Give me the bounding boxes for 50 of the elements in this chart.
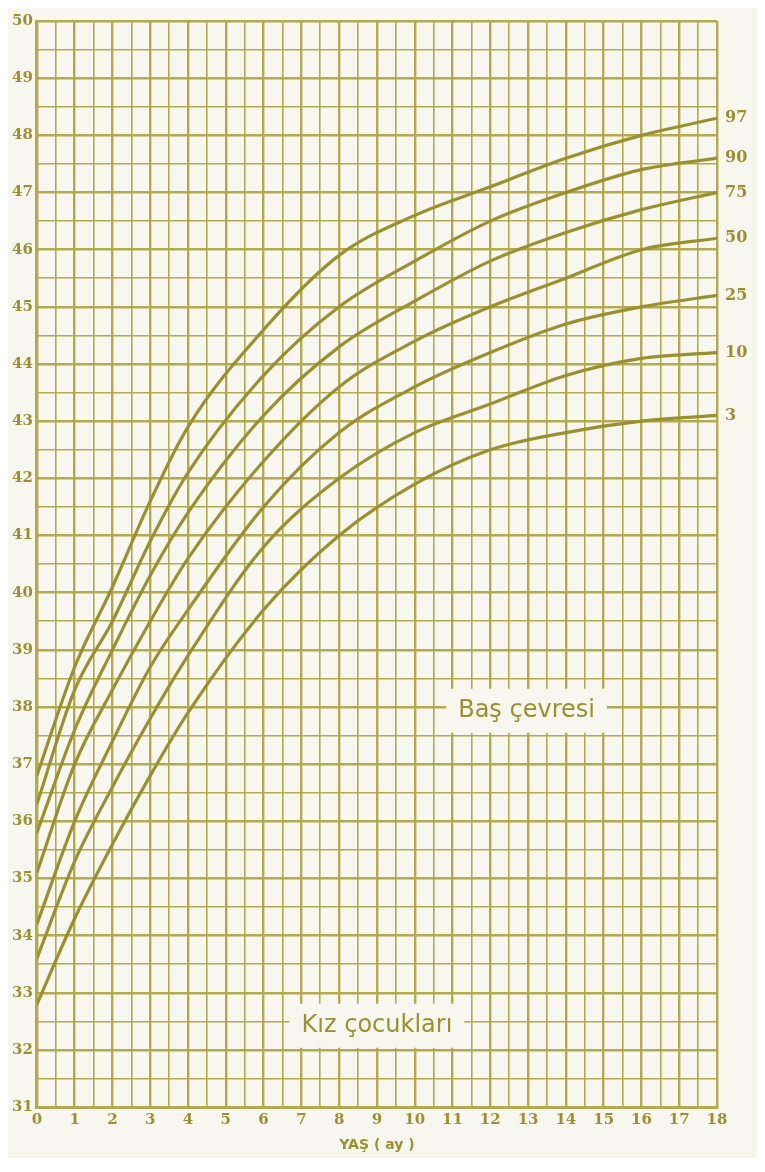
y-tick-label: 47 [12,182,33,201]
x-tick-label: 14 [555,1110,577,1129]
annotation: Kız çocukları [301,1009,453,1038]
y-tick-label: 43 [12,411,33,430]
y-tick-label: 38 [12,696,33,715]
x-tick-label: 11 [442,1110,463,1129]
series-label: 50 [725,227,748,247]
x-tick-label: 6 [258,1110,269,1129]
y-tick-label: 34 [12,925,33,944]
x-tick-label: 5 [220,1110,232,1129]
series-label: 25 [725,284,748,304]
y-tick-label: 40 [12,582,33,601]
series-label: 75 [725,181,748,201]
y-tick-label: 41 [12,525,33,544]
x-tick-label: 12 [479,1110,501,1129]
x-tick-label: 16 [630,1110,652,1129]
x-tick-label: 1 [69,1110,80,1129]
series-label: 10 [725,341,748,361]
y-tick-label: 48 [12,125,33,144]
y-tick-label: 35 [12,868,33,887]
x-tick-label: 7 [296,1110,307,1129]
x-tick-label: 2 [107,1110,118,1129]
x-tick-label: 9 [371,1110,383,1129]
y-tick-label: 42 [12,468,33,487]
series-label: 90 [725,147,748,167]
x-tick-label: 18 [706,1110,728,1129]
y-tick-label: 32 [12,1039,33,1058]
y-tick-label: 44 [12,353,33,372]
y-tick-label: 46 [12,239,33,258]
x-axis-title: YAŞ ( ay ) [338,1136,415,1153]
x-tick-label: 10 [404,1110,426,1129]
x-tick-label: 4 [182,1110,194,1129]
y-tick-label: 49 [12,68,33,87]
x-tick-label: 8 [333,1110,345,1129]
x-tick-label: 0 [31,1110,43,1129]
line-series [36,413,717,1006]
series-label: 97 [725,107,748,127]
x-tick-label: 13 [517,1110,539,1129]
x-tick-label: 17 [668,1110,690,1129]
y-tick-label: 39 [12,639,33,658]
y-tick-label: 37 [12,754,33,773]
y-tick-label: 36 [12,811,33,830]
y-tick-label: 33 [12,982,33,1001]
x-tick-label: 3 [145,1110,156,1129]
y-tick-label: 50 [12,10,33,29]
y-tick-label: 31 [12,1097,33,1116]
annotation: Baş çevresi [458,694,595,723]
series-label: 3 [725,404,737,424]
x-tick-label: 15 [593,1110,615,1129]
y-tick-label: 45 [12,296,33,315]
